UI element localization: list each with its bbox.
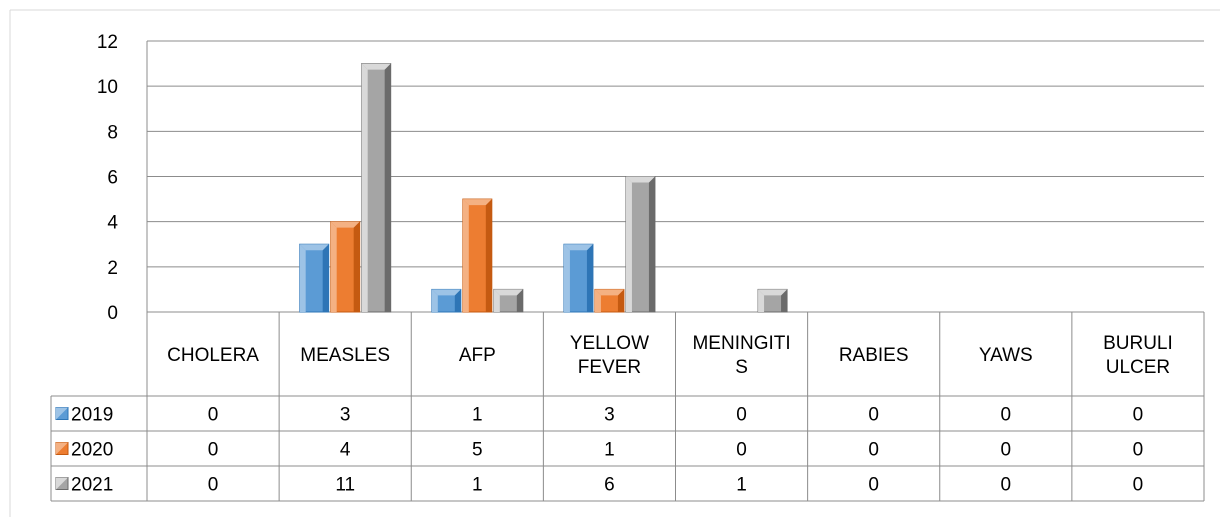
legend-swatch-highlight (56, 407, 68, 420)
y-tick-label: 8 (107, 122, 118, 143)
bar-bevel-left (594, 289, 601, 312)
bar-bevel-right (454, 289, 461, 312)
x-category-label: MENINGITI S (692, 333, 790, 378)
bar (431, 288, 462, 313)
bar-bevel-left (299, 244, 306, 312)
data-label: 0 (1133, 405, 1144, 426)
data-label: 4 (340, 440, 351, 461)
legend-label: 2019 (71, 405, 113, 426)
data-label: 1 (736, 475, 747, 496)
bar (594, 288, 625, 313)
bar-bevel-left (330, 221, 337, 312)
data-label: 0 (868, 440, 879, 461)
legend-label: 2020 (71, 440, 113, 461)
bar-bevel-top (330, 221, 360, 228)
data-label: 0 (208, 440, 219, 461)
bar (361, 63, 392, 313)
y-tick-label: 6 (107, 168, 118, 189)
x-category-label: MEASLES (300, 345, 390, 366)
data-label: 0 (868, 475, 879, 496)
y-tick-label: 2 (107, 258, 118, 279)
bars (299, 63, 788, 313)
bar-bevel-left (361, 63, 368, 313)
bar-bevel-top (758, 289, 788, 296)
data-label: 0 (868, 405, 879, 426)
data-label: 1 (472, 475, 483, 496)
bar-bevel-top (462, 199, 492, 206)
data-label: 5 (472, 440, 483, 461)
bar-bevel-left (462, 199, 469, 312)
legend-key-2020 (55, 442, 69, 455)
data-label: 1 (472, 405, 483, 426)
data-label: 3 (340, 405, 351, 426)
data-label: 1 (604, 440, 615, 461)
data-label: 0 (1001, 405, 1012, 426)
x-category-label: YAWS (979, 345, 1033, 366)
data-label: 0 (1133, 475, 1144, 496)
bar-bevel-right (586, 244, 593, 312)
bar-bevel-left (625, 176, 632, 312)
x-category-label: CHOLERA (167, 345, 259, 366)
data-table: CHOLERA MEASLES AFP YELLOW FEVER MENINGITI S RA… (50, 312, 1205, 502)
x-category-label: BURULI ULCER (1103, 333, 1173, 378)
bar-bevel-right (322, 244, 329, 312)
legend-swatch-highlight (56, 477, 68, 490)
y-tick-label: 4 (107, 213, 118, 234)
bar-bevel-right (648, 176, 655, 312)
data-label: 0 (1001, 475, 1012, 496)
bar (330, 221, 361, 313)
bar-bevel-right (485, 199, 492, 312)
x-category-label: AFP (459, 345, 496, 366)
data-label: 0 (736, 405, 747, 426)
bar-bevel-top (361, 63, 391, 70)
bar (757, 288, 788, 313)
y-tick-label: 10 (97, 77, 118, 98)
data-label: 0 (1133, 440, 1144, 461)
data-label: 0 (736, 440, 747, 461)
bar-bevel-top (594, 289, 624, 296)
bar (299, 243, 330, 313)
legend-swatch-highlight (56, 442, 68, 455)
x-category-label: RABIES (839, 345, 909, 366)
bar-bevel-right (353, 221, 360, 312)
y-tick-label: 12 (97, 32, 118, 53)
bar (462, 198, 493, 313)
legend-label: 2021 (71, 475, 113, 496)
bar-bevel-top (563, 244, 593, 251)
data-label: 11 (335, 475, 355, 496)
bar-bevel-left (493, 289, 500, 312)
bar (493, 288, 524, 313)
bar-bevel-right (384, 63, 391, 313)
bar-bevel-right (516, 289, 523, 312)
data-label: 3 (604, 405, 615, 426)
bar-bevel-right (781, 289, 788, 312)
bar (563, 243, 594, 313)
bar-bevel-top (431, 289, 461, 296)
bar-bevel-left (758, 289, 765, 312)
bar-bevel-left (563, 244, 570, 312)
data-label: 0 (208, 475, 219, 496)
bar-bevel-top (493, 289, 523, 296)
data-label: 6 (604, 475, 615, 496)
y-axis: 0 2 4 6 8 10 12 (97, 32, 148, 324)
bar-bevel-right (617, 289, 624, 312)
legend-key-2019 (55, 407, 69, 420)
bar-bevel-top (625, 176, 655, 183)
data-label: 0 (208, 405, 219, 426)
bar-bevel-left (431, 289, 438, 312)
chart-frame-lines (9, 9, 1220, 517)
legend-key-2021 (55, 477, 69, 490)
x-category-label: YELLOW FEVER (570, 333, 649, 378)
bar-bevel-top (299, 244, 329, 251)
y-tick-label: 0 (107, 303, 118, 324)
data-label: 0 (1001, 440, 1012, 461)
bar (625, 176, 656, 313)
